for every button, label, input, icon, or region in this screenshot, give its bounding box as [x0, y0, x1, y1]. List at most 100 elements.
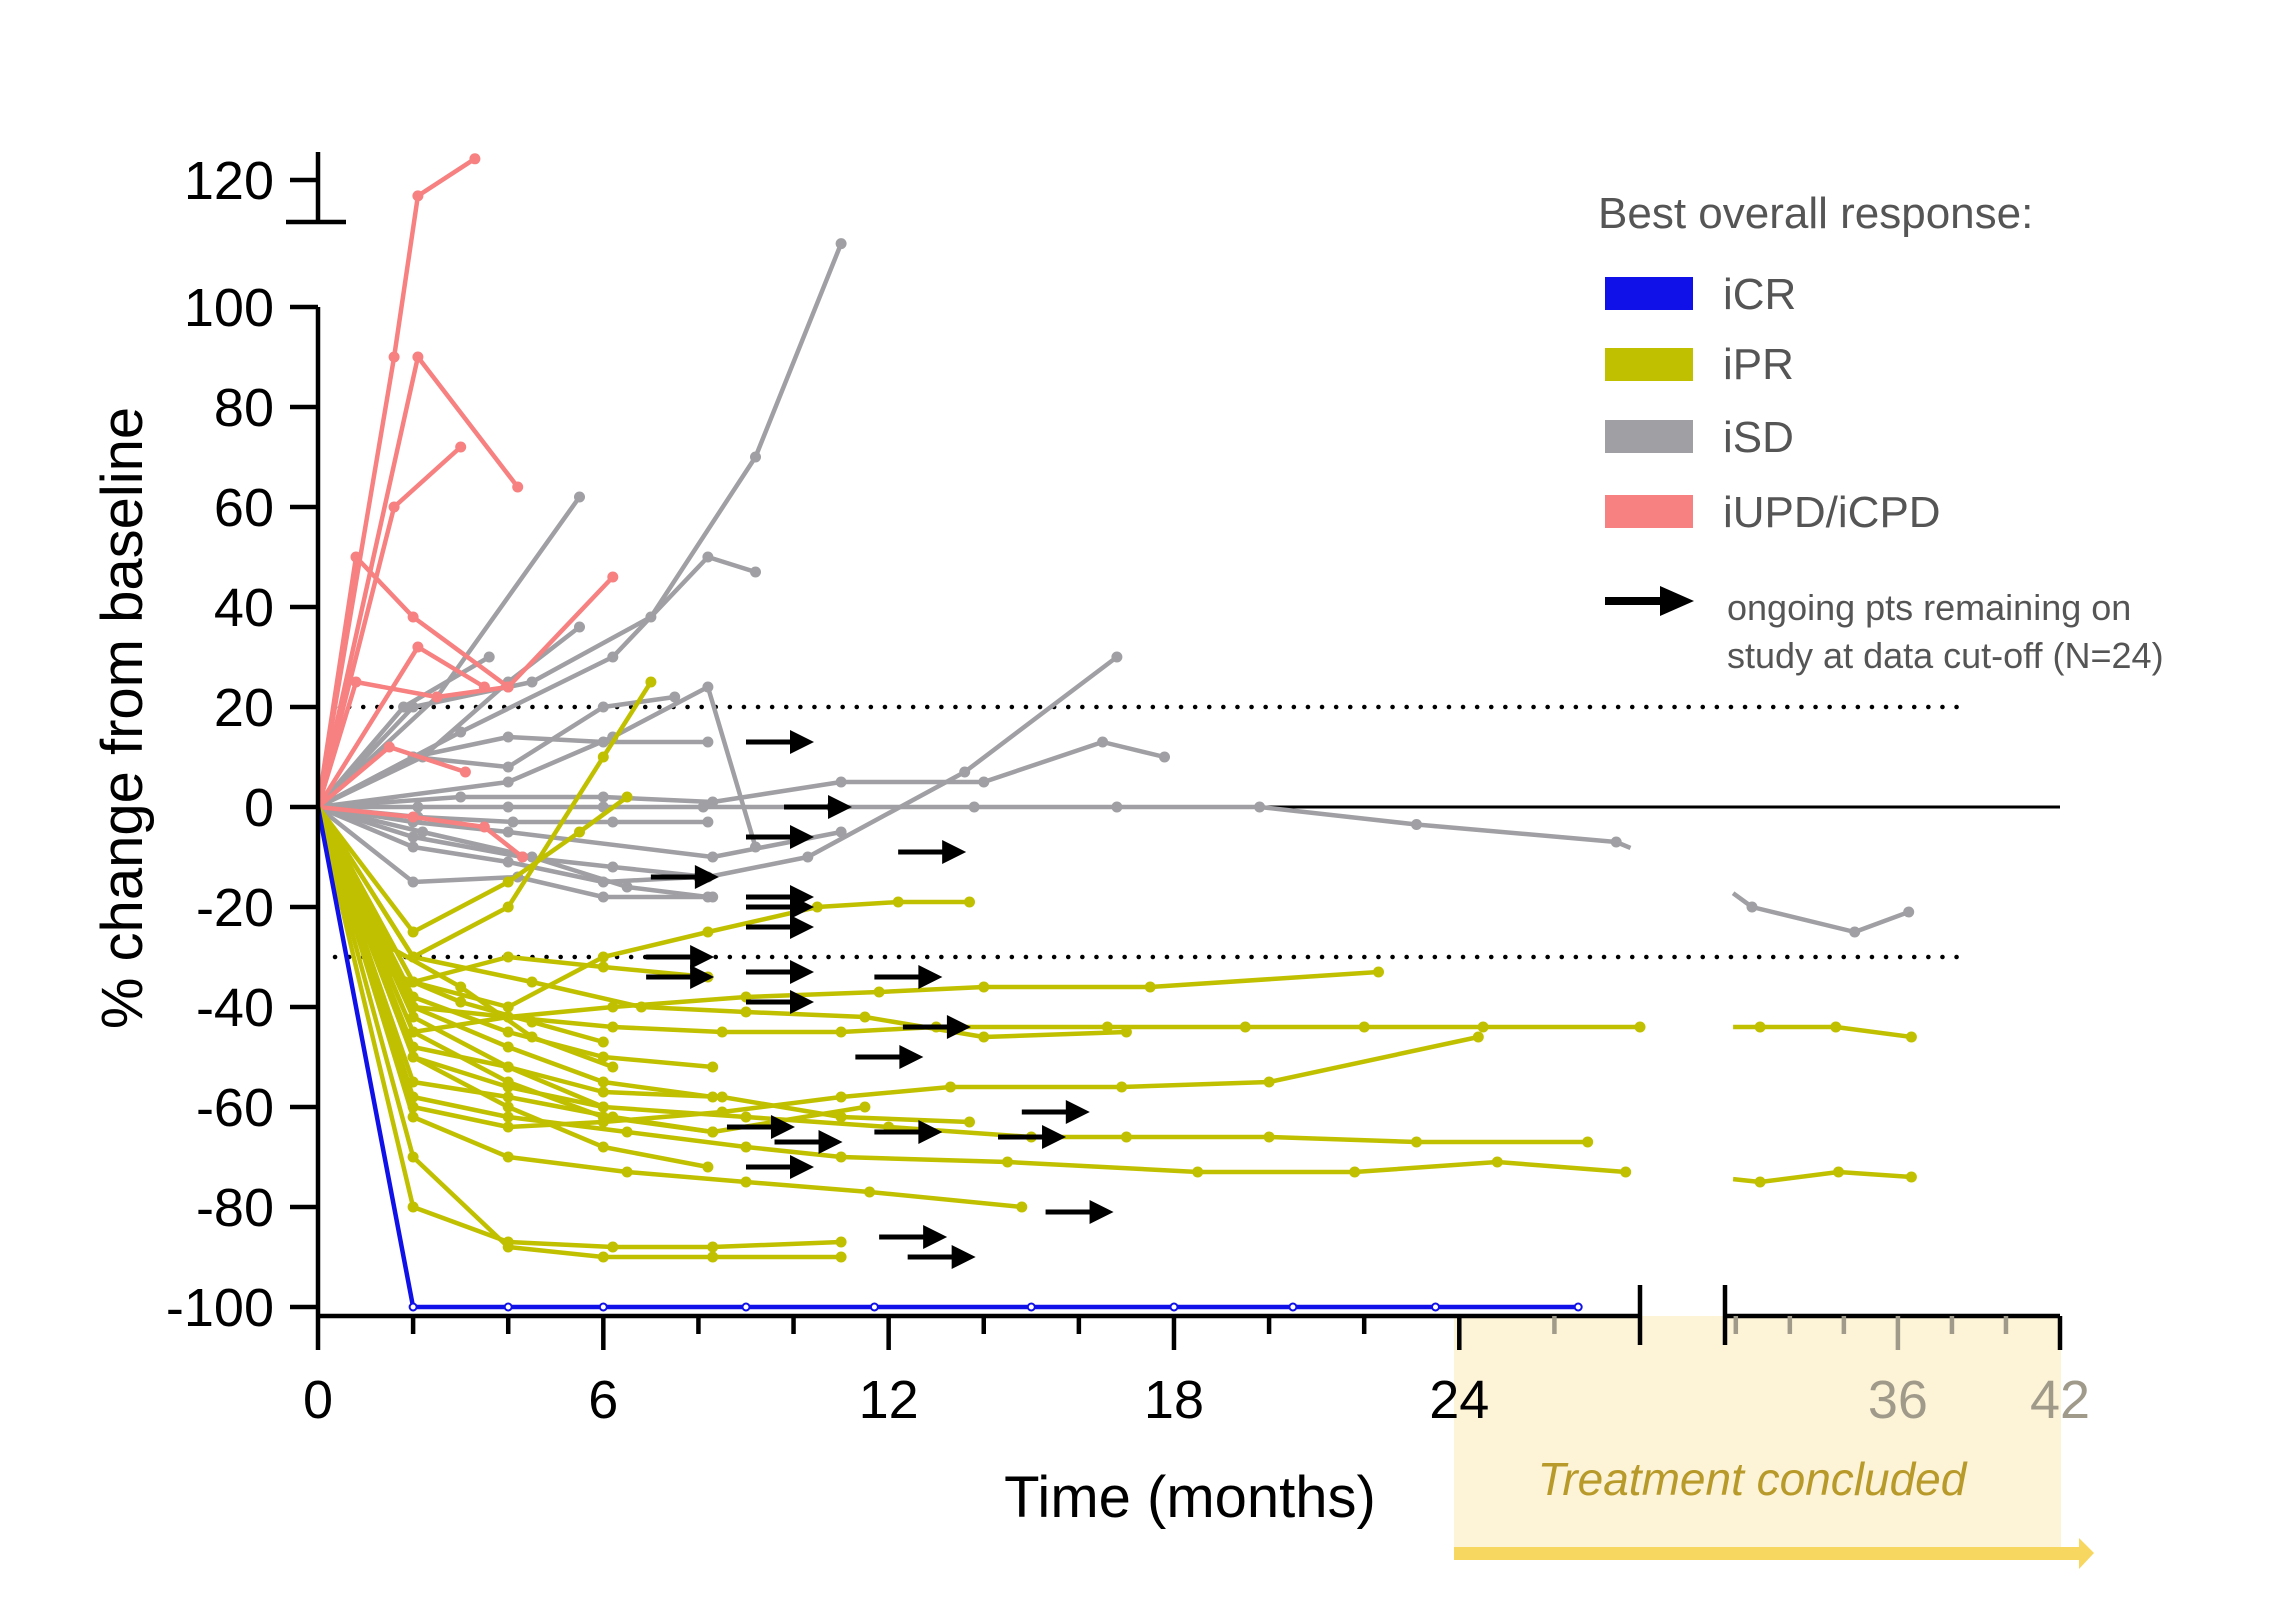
data-point — [1101, 1021, 1113, 1033]
ongoing-arrow-16 — [726, 1115, 795, 1139]
data-point — [502, 1076, 514, 1088]
ongoing-arrow-4 — [650, 865, 719, 889]
data-point — [835, 1151, 847, 1163]
y-tick-label: 20 — [214, 678, 274, 738]
y-tick-label: -40 — [196, 978, 274, 1038]
data-point — [455, 996, 467, 1008]
data-point — [607, 651, 619, 663]
data-point — [407, 841, 419, 853]
data-point — [621, 881, 633, 893]
x-tick-label: 6 — [588, 1370, 618, 1430]
data-point — [388, 351, 400, 363]
data-point — [502, 1241, 514, 1253]
data-point — [407, 831, 419, 843]
data-point — [1002, 1156, 1013, 1168]
data-point — [502, 951, 514, 963]
data-point — [407, 876, 419, 888]
ongoing-arrow-2 — [745, 825, 814, 849]
data-point — [1573, 1302, 1583, 1312]
data-point — [835, 1236, 847, 1248]
y-tick-label: 60 — [214, 478, 274, 538]
data-point — [978, 776, 990, 788]
data-point — [968, 801, 980, 813]
data-point — [502, 856, 514, 868]
data-point — [1111, 651, 1123, 663]
data-point — [702, 1161, 714, 1173]
data-point — [431, 691, 443, 703]
series-ipr-33 — [318, 806, 847, 1263]
data-point — [407, 1201, 419, 1213]
data-point — [526, 1031, 538, 1043]
data-point — [455, 726, 467, 738]
data-point — [597, 1251, 609, 1263]
series-ipr-32 — [318, 806, 847, 1253]
y-tick-label: 40 — [214, 578, 274, 638]
data-point — [1192, 1166, 1204, 1178]
data-point — [1239, 1021, 1251, 1033]
legend-swatch-icr — [1605, 277, 1693, 310]
data-point — [1849, 926, 1861, 938]
data-point — [859, 1101, 871, 1113]
x-axis-title: Time (months) — [1004, 1465, 1376, 1530]
data-point — [702, 681, 714, 693]
data-point — [750, 566, 761, 578]
data-point — [407, 1076, 419, 1088]
data-point — [502, 1091, 514, 1103]
series-line — [318, 242, 844, 809]
ongoing-arrow-7 — [745, 915, 814, 939]
ongoing-arrow-14 — [855, 1045, 924, 1069]
ongoing-arrow-11 — [874, 965, 943, 989]
series-layer — [318, 153, 1917, 1312]
data-point — [959, 766, 971, 778]
legend-swatch-isd — [1605, 420, 1693, 453]
data-point — [597, 891, 609, 903]
series-line — [318, 806, 1479, 1130]
data-point — [1144, 981, 1156, 993]
data-point — [835, 776, 847, 788]
series-icr-0 — [318, 806, 1583, 1312]
series-isd-8 — [318, 736, 1170, 810]
x-tick-label: 0 — [303, 1370, 333, 1430]
data-point — [1116, 1081, 1128, 1093]
data-point — [707, 1061, 719, 1073]
data-point — [455, 791, 467, 803]
series-line — [1732, 1169, 1912, 1185]
series-line — [318, 655, 1119, 880]
data-point — [526, 976, 538, 988]
series-iupd-icpd-17 — [318, 153, 481, 808]
data-point — [835, 238, 847, 250]
data-point — [398, 701, 410, 713]
data-point — [702, 891, 714, 903]
data-point — [873, 986, 885, 998]
data-point — [869, 1302, 879, 1312]
data-point — [417, 826, 429, 838]
ongoing-arrow-1 — [784, 795, 853, 819]
legend-swatch-ipr — [1605, 348, 1693, 381]
data-point — [412, 641, 424, 653]
data-point — [716, 1026, 728, 1038]
legend-label-isd: iSD — [1723, 413, 1794, 462]
data-point — [1411, 1136, 1422, 1148]
legend-label-ipr: iPR — [1723, 340, 1794, 389]
series-line — [318, 804, 1632, 850]
ongoing-arrow-9 — [646, 965, 715, 989]
data-point — [1620, 1166, 1632, 1178]
data-point — [802, 851, 814, 863]
data-point — [526, 676, 538, 688]
data-point — [1016, 1201, 1028, 1213]
data-point — [1610, 836, 1622, 848]
ongoing-arrow-6 — [745, 895, 814, 919]
data-point — [502, 681, 514, 693]
data-point — [502, 1121, 514, 1133]
data-point — [978, 981, 990, 993]
data-point — [597, 1101, 609, 1113]
series-iupd-icpd-23 — [318, 741, 471, 809]
data-point — [412, 190, 424, 202]
data-point — [1349, 1166, 1361, 1178]
data-point — [517, 851, 528, 863]
data-point — [859, 1011, 871, 1023]
data-point — [478, 821, 490, 833]
data-point — [835, 1091, 847, 1103]
legend-swatch-iupd — [1605, 495, 1693, 528]
